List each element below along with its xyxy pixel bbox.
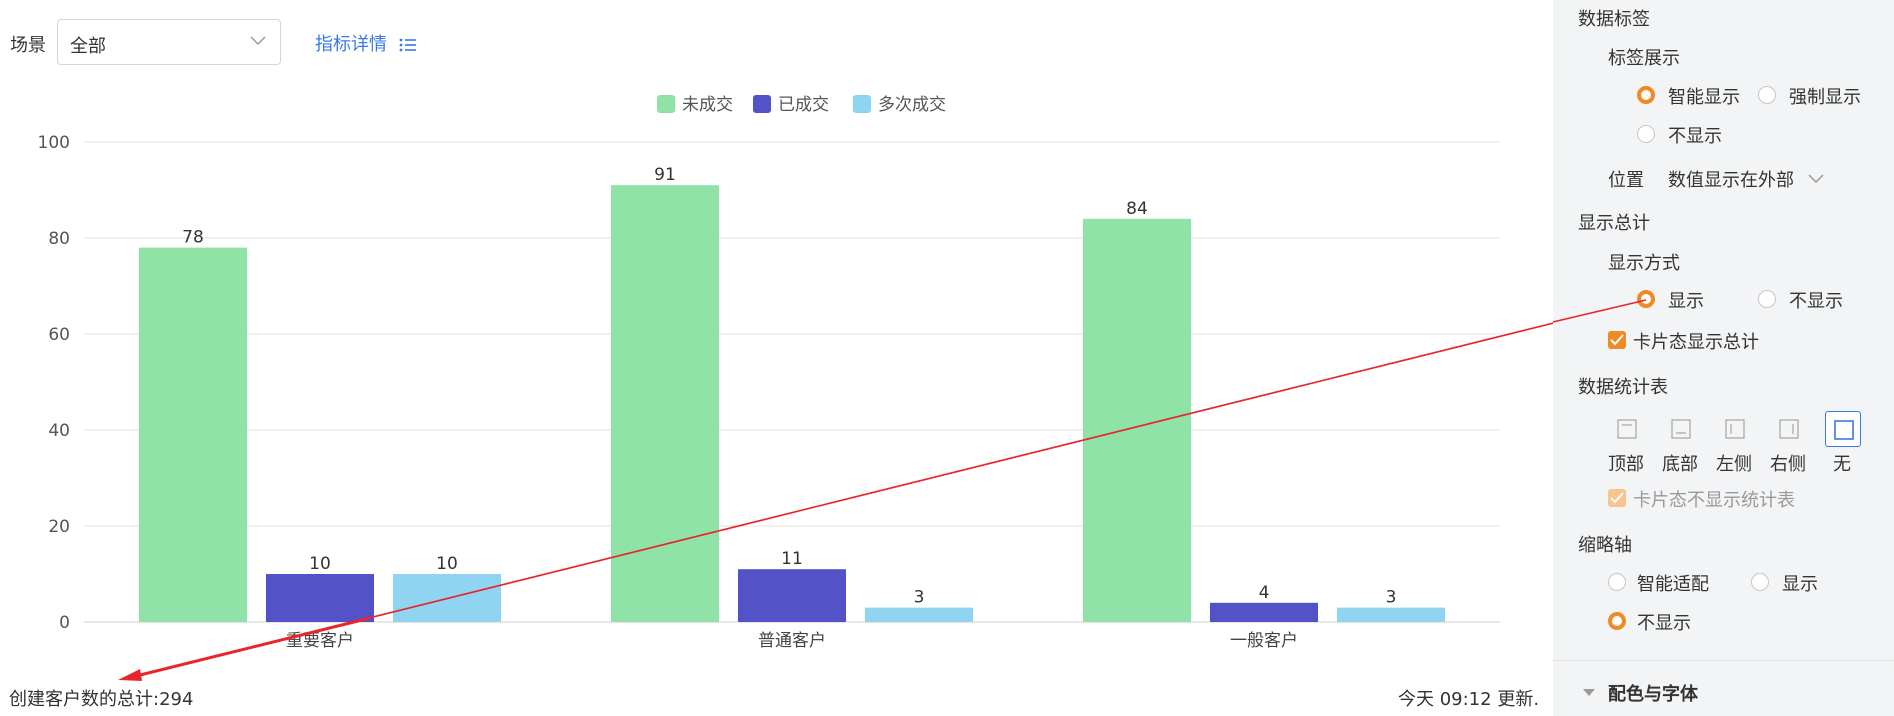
annotation-arrow-line: [127, 616, 371, 680]
table-position-none-option[interactable]: [1825, 411, 1861, 447]
thumb-axis-section-title: 缩略轴: [1578, 535, 1632, 556]
panel-divider: [1553, 660, 1894, 661]
total-option-show: 显示: [1668, 291, 1704, 312]
radio-total-show[interactable]: [1637, 290, 1655, 308]
bar: [266, 574, 374, 622]
metric-detail-label: 指标详情: [315, 34, 387, 55]
bar-chart: 0 20 40 60 80 100 78 10 10 重要客户 91 11 3 普通客户 84 4 3 一般客户 未…: [38, 95, 1553, 681]
position-select[interactable]: 数值显示在外部: [1668, 166, 1848, 192]
bar: [611, 185, 719, 622]
data-label: 3: [1386, 588, 1397, 608]
bar: [738, 569, 846, 622]
x-tick-label: 一般客户: [1230, 631, 1298, 651]
check-icon: [1610, 492, 1624, 504]
table-position-left-option[interactable]: [1717, 411, 1753, 447]
card-total-label: 卡片态显示总计: [1633, 332, 1759, 353]
table-position-top-option[interactable]: [1609, 411, 1645, 447]
label-option-hide: 不显示: [1668, 126, 1722, 147]
y-tick-label: 20: [48, 517, 70, 537]
scene-select-value: 全部: [70, 36, 106, 57]
radio-thumb-smart[interactable]: [1608, 573, 1626, 591]
bar: [865, 607, 973, 622]
annotation-arrow-line: [127, 322, 1553, 679]
radio-thumb-show[interactable]: [1751, 573, 1769, 591]
bar: [139, 247, 247, 622]
y-tick-label: 0: [59, 613, 70, 633]
legend-label: 已成交: [778, 95, 829, 115]
table-bottom-icon: [1671, 419, 1691, 439]
caret-down-icon[interactable]: [1583, 689, 1595, 697]
show-total-section-title: 显示总计: [1578, 213, 1650, 234]
thumb-option-show: 显示: [1782, 574, 1818, 595]
color-font-section-title[interactable]: 配色与字体: [1608, 684, 1698, 705]
check-icon: [1610, 334, 1624, 346]
radio-total-hide[interactable]: [1758, 290, 1776, 308]
y-tick-label: 60: [48, 325, 70, 345]
thumb-option-hide: 不显示: [1637, 613, 1691, 634]
display-mode-title: 显示方式: [1608, 253, 1680, 274]
annotation-arrow-head: [118, 669, 142, 681]
position-value: 数值显示在外部: [1668, 170, 1794, 191]
card-no-table-label: 卡片态不显示统计表: [1633, 490, 1795, 511]
x-tick-label: 普通客户: [758, 631, 826, 651]
legend-swatch: [657, 95, 675, 113]
metric-detail-link[interactable]: 指标详情: [315, 30, 417, 56]
total-count-text: 创建客户数的总计:294: [9, 689, 194, 710]
y-tick-label: 80: [48, 229, 70, 249]
bar: [1210, 602, 1318, 622]
data-label: 10: [436, 554, 458, 574]
legend-swatch: [853, 95, 871, 113]
label-display-title: 标签展示: [1608, 48, 1680, 69]
table-none-icon: [1834, 420, 1854, 440]
collapse-handle-icon[interactable]: ⌃: [760, 0, 775, 7]
data-label: 3: [914, 588, 925, 608]
chevron-down-icon: [250, 36, 266, 46]
table-pos-left-label: 左侧: [1716, 454, 1752, 475]
thumb-option-smart: 智能适配: [1637, 574, 1709, 595]
radio-label-force[interactable]: [1758, 86, 1776, 104]
data-label: 84: [1126, 199, 1148, 219]
position-label: 位置: [1608, 170, 1644, 191]
update-time-text: 今天 09:12 更新.: [1398, 689, 1540, 710]
table-pos-bottom-label: 底部: [1662, 454, 1698, 475]
list-icon: [399, 38, 416, 52]
table-position-bottom-option[interactable]: [1663, 411, 1699, 447]
table-top-icon: [1617, 419, 1637, 439]
data-label: 10: [309, 554, 331, 574]
bar: [1337, 607, 1445, 622]
bar: [1083, 218, 1191, 623]
y-tick-label: 100: [38, 133, 70, 153]
data-label: 78: [182, 228, 204, 248]
radio-label-smart[interactable]: [1637, 86, 1655, 104]
table-left-icon: [1725, 419, 1745, 439]
table-position-right-option[interactable]: [1771, 411, 1807, 447]
total-option-hide: 不显示: [1789, 291, 1843, 312]
radio-label-hide[interactable]: [1637, 125, 1655, 143]
data-label: 4: [1259, 583, 1270, 603]
table-pos-none-label: 无: [1833, 454, 1851, 475]
data-label-section-title: 数据标签: [1578, 9, 1650, 30]
data-label: 91: [654, 165, 676, 185]
legend-label: 未成交: [682, 95, 733, 115]
table-right-icon: [1779, 419, 1799, 439]
card-total-checkbox[interactable]: [1608, 331, 1626, 349]
label-option-force: 强制显示: [1789, 87, 1861, 108]
table-pos-top-label: 顶部: [1608, 454, 1644, 475]
card-no-table-checkbox[interactable]: [1608, 489, 1626, 507]
chevron-down-icon: [1808, 174, 1824, 184]
scene-label: 场景: [10, 35, 46, 56]
stats-table-section-title: 数据统计表: [1578, 377, 1668, 398]
radio-thumb-hide[interactable]: [1608, 612, 1626, 630]
legend-label: 多次成交: [878, 95, 946, 115]
table-pos-right-label: 右侧: [1770, 454, 1806, 475]
y-tick-label: 40: [48, 421, 70, 441]
label-option-smart: 智能显示: [1668, 87, 1740, 108]
x-tick-label: 重要客户: [286, 631, 354, 651]
chart-area: ⌃ 场景 全部 指标详情 0 20 40 60 80 100 78 10 10 重要客户 91 11 3…: [9, 0, 1553, 710]
data-label: 11: [781, 549, 803, 569]
scene-select[interactable]: 全部: [57, 19, 281, 65]
settings-panel: 数据标签 标签展示 智能显示 强制显示 不显示 位置 数值显示在外部 显示总计 …: [1553, 0, 1894, 716]
legend-swatch: [753, 95, 771, 113]
